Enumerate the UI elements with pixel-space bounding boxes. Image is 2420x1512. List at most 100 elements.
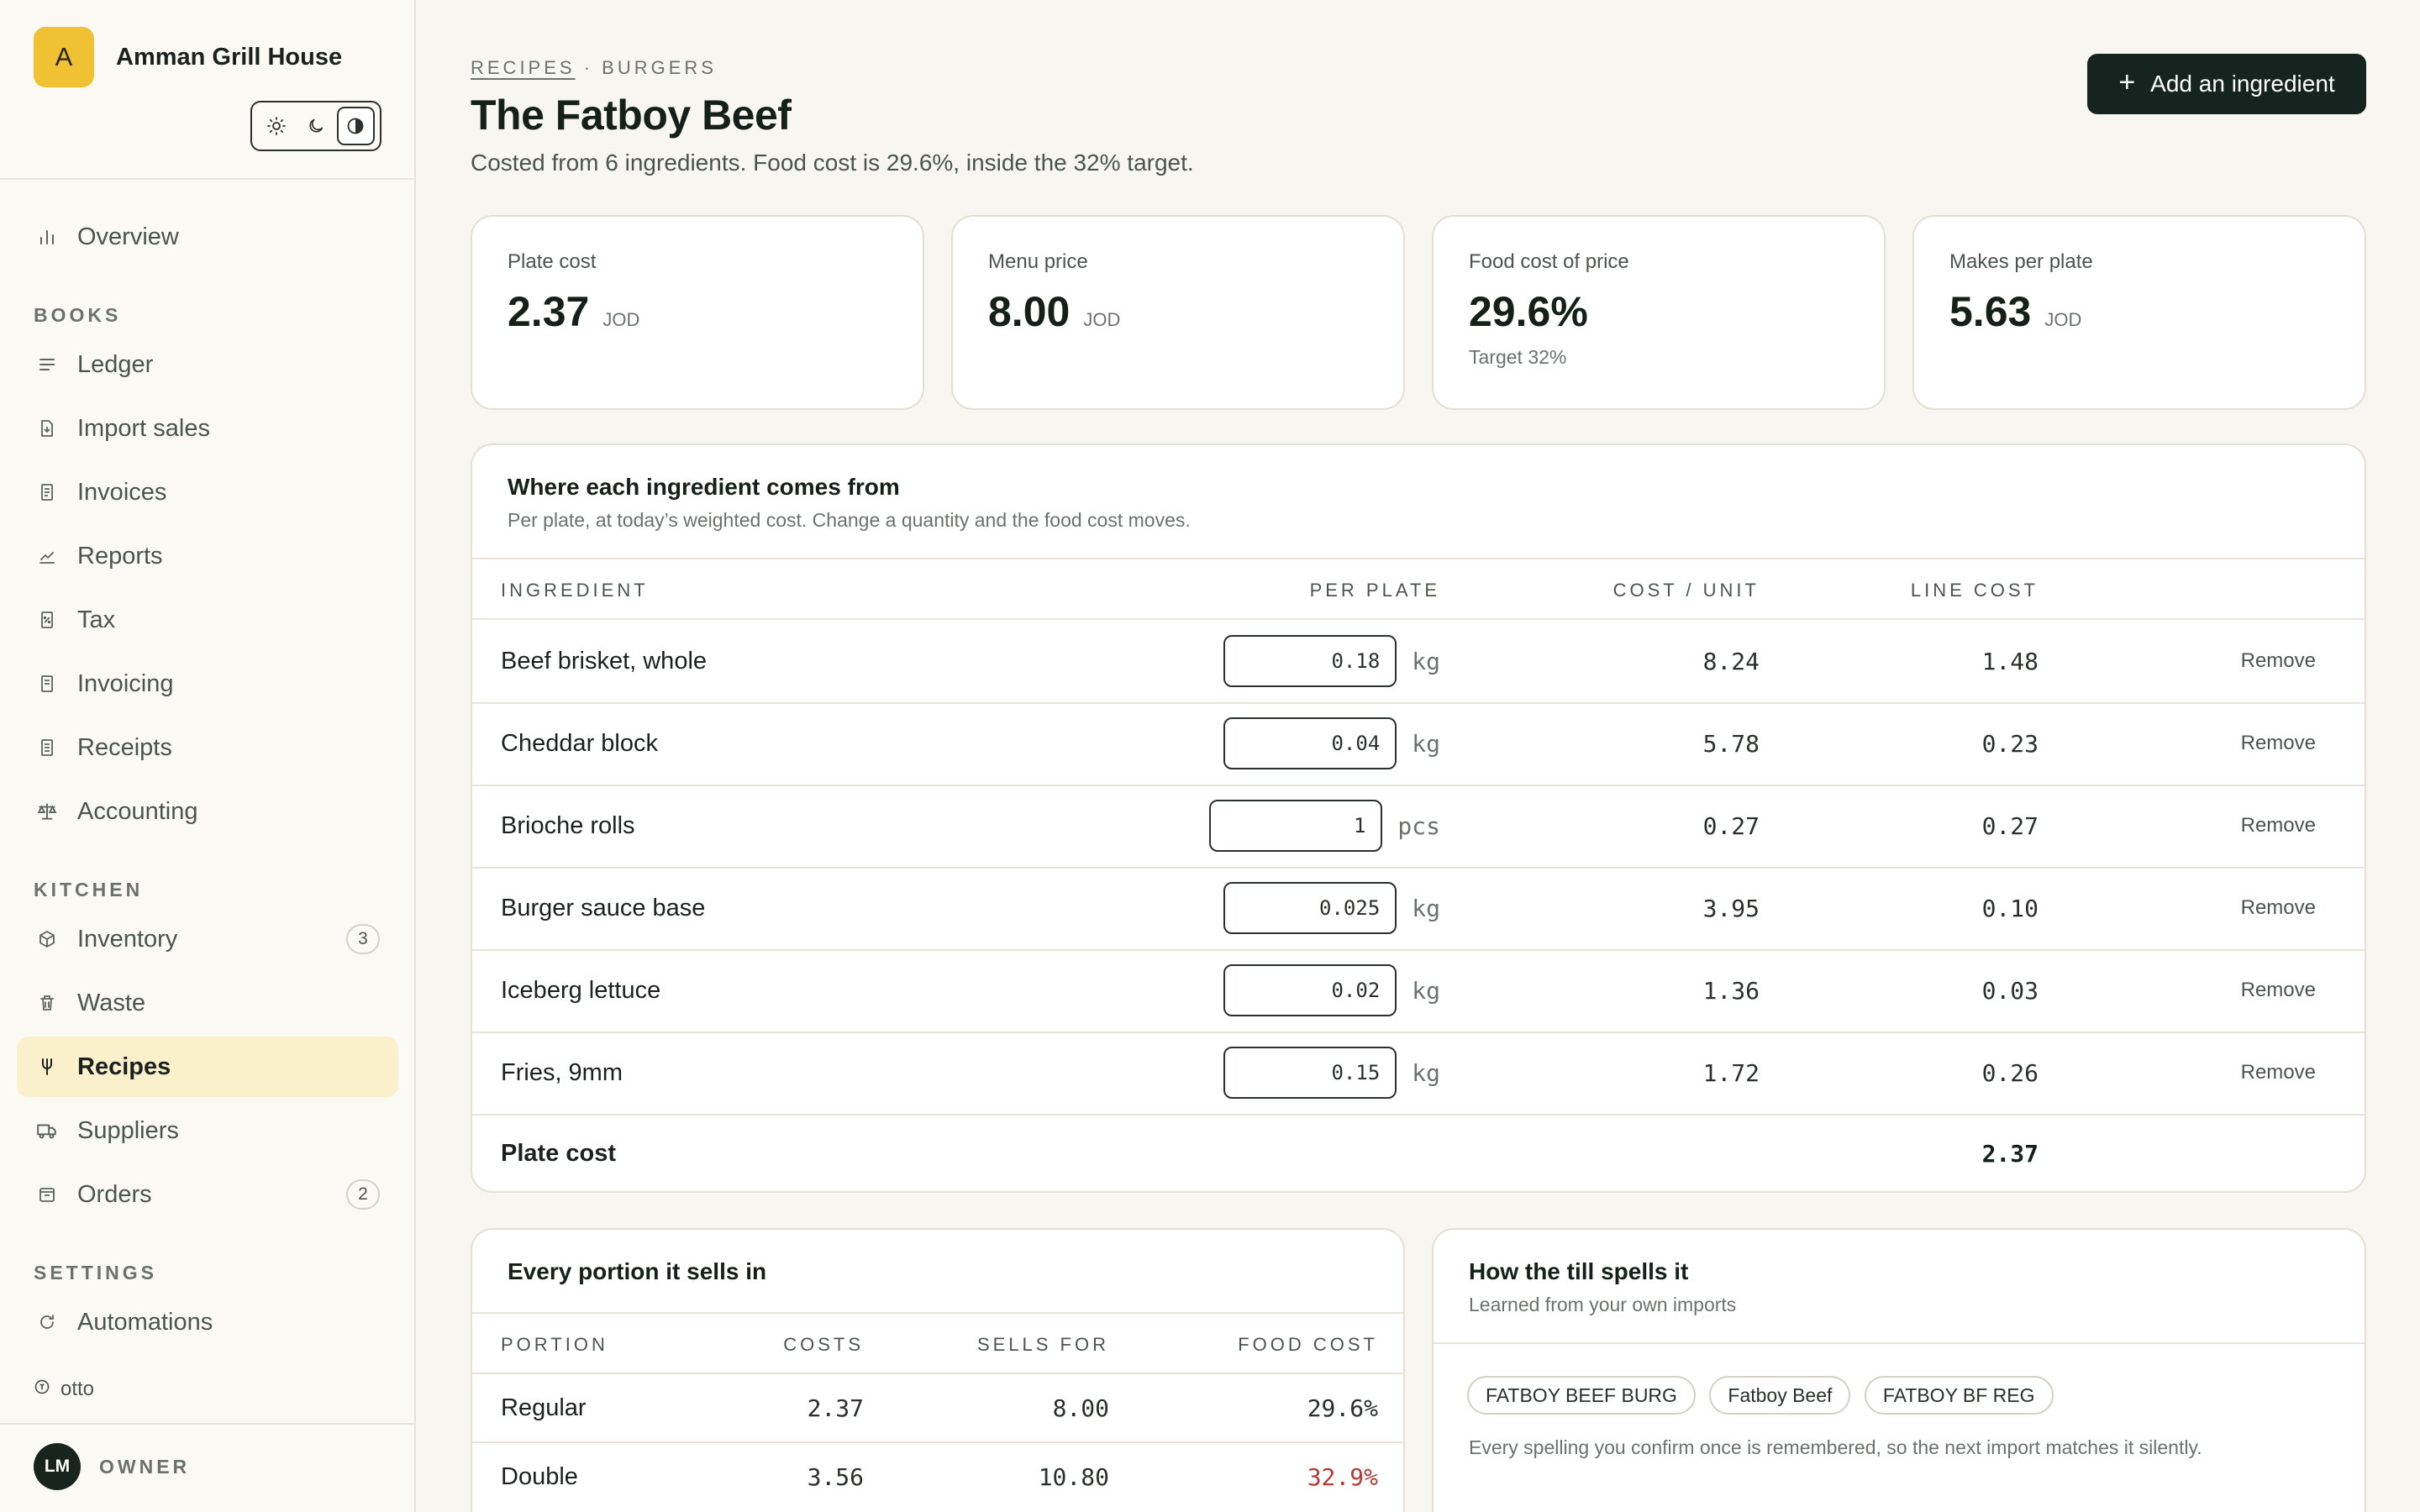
quantity-input[interactable] (1209, 800, 1383, 852)
sidebar-item-import-sales[interactable]: Import sales (17, 398, 398, 459)
brand[interactable]: A Amman Grill House (34, 27, 342, 87)
quantity-input[interactable] (1223, 635, 1397, 687)
sidebar-item-invoicing[interactable]: Invoicing (17, 654, 398, 714)
list-icon (35, 353, 59, 376)
panel-subtitle: Per plate, at today’s weighted cost. Cha… (508, 509, 1191, 531)
sidebar-item-suppliers[interactable]: Suppliers (17, 1100, 398, 1161)
sidebar-item-automations[interactable]: Automations (17, 1292, 398, 1352)
sidebar-item-receipts[interactable]: Receipts (17, 717, 398, 778)
remove-button[interactable]: Remove (2240, 979, 2316, 1001)
line-cost: 0.10 (1981, 894, 2039, 922)
moon-icon[interactable] (297, 107, 334, 145)
sidebar-item-accounting[interactable]: Accounting (17, 781, 398, 842)
avatar: LM (34, 1443, 81, 1490)
user-menu[interactable]: LM OWNER (34, 1443, 190, 1490)
sidebar-item-tax[interactable]: Tax (17, 590, 398, 650)
unit-label: kg (1412, 894, 1440, 922)
sidebar-item-label: Automations (77, 1308, 213, 1336)
table-row: Regular 2.37 8.00 29.6% (472, 1374, 1403, 1441)
brand-logo: A (34, 27, 94, 87)
sidebar-item-invoices[interactable]: Invoices (17, 462, 398, 522)
sidebar-item-label: Overview (77, 223, 179, 250)
portion-food-cost-over-target: 32.9% (1307, 1462, 1378, 1491)
line-cost: 0.03 (1981, 976, 2039, 1005)
divider (472, 618, 2365, 620)
stat-label: Menu price (988, 250, 1088, 273)
quantity-input[interactable] (1223, 1047, 1397, 1099)
remove-button[interactable]: Remove (2240, 814, 2316, 837)
stat-target: Target 32% (1469, 346, 1567, 368)
sidebar-item-waste[interactable]: Waste (17, 973, 398, 1033)
qty-cell: pcs (1209, 785, 1440, 867)
otto-link[interactable]: otto (34, 1378, 94, 1401)
remove-button[interactable]: Remove (2240, 1061, 2316, 1084)
section-label-settings: SETTINGS (34, 1262, 158, 1284)
quantity-input[interactable] (1223, 882, 1397, 934)
panel-title: Where each ingredient comes from (508, 474, 900, 500)
portion-name: Regular (501, 1394, 587, 1421)
column-header-food-cost: FOOD COST (1238, 1334, 1378, 1355)
qty-cell: kg (1223, 949, 1440, 1032)
contrast-icon[interactable] (336, 107, 375, 145)
sidebar-item-orders[interactable]: Orders 2 (17, 1164, 398, 1225)
till-spellings-panel: How the till spells it Learned from your… (1432, 1228, 2366, 1512)
qty-cell: kg (1223, 867, 1440, 949)
column-header-sells-for: SELLS FOR (976, 1334, 1109, 1355)
sidebar-item-label: Waste (77, 989, 146, 1016)
refresh-icon (35, 1310, 59, 1334)
sidebar-item-overview[interactable]: Overview (17, 207, 398, 267)
column-header-portion: PORTION (501, 1334, 608, 1355)
sidebar-item-reports[interactable]: Reports (17, 526, 398, 586)
page-subtitle: Costed from 6 ingredients. Food cost is … (471, 150, 1194, 176)
inbox-icon (35, 1183, 59, 1206)
sidebar-item-ledger[interactable]: Ledger (17, 334, 398, 395)
portion-name: Double (501, 1462, 578, 1490)
ingredient-name: Brioche rolls (501, 811, 635, 839)
stat-unit: JOD (1083, 309, 1121, 330)
till-spelling-chip[interactable]: FATBOY BEEF BURG (1467, 1376, 1696, 1415)
sidebar-item-inventory[interactable]: Inventory 3 (17, 909, 398, 969)
column-header-cost-unit: COST / UNIT (1612, 580, 1760, 601)
breadcrumb-link-recipes[interactable]: RECIPES (471, 57, 576, 78)
line-cost: 1.48 (1981, 647, 2039, 675)
user-role: OWNER (99, 1455, 191, 1478)
sun-icon[interactable] (257, 107, 295, 145)
qty-cell: kg (1223, 702, 1440, 785)
cost-per-unit: 0.27 (1702, 811, 1760, 840)
table-row: Brioche rolls pcs 0.27 0.27 Remove (472, 785, 2365, 867)
cost-per-unit: 8.24 (1702, 647, 1760, 675)
remove-button[interactable]: Remove (2240, 896, 2316, 919)
add-ingredient-label: Add an ingredient (2150, 71, 2335, 97)
page-title: The Fatboy Beef (471, 92, 792, 139)
line-cost: 0.23 (1981, 729, 2039, 758)
till-spelling-chip[interactable]: Fatboy Beef (1709, 1376, 1851, 1415)
remove-button[interactable]: Remove (2240, 732, 2316, 754)
sidebar-item-recipes[interactable]: Recipes (17, 1037, 398, 1097)
remove-button[interactable]: Remove (2240, 649, 2316, 672)
total-value: 2.37 (1981, 1139, 2039, 1168)
total-row: Plate cost 2.37 (472, 1114, 2365, 1191)
quantity-input[interactable] (1223, 717, 1397, 769)
qty-cell: kg (1223, 1032, 1440, 1114)
stat-label: Plate cost (508, 250, 597, 273)
qty-cell: kg (1223, 620, 1440, 702)
stat-label: Makes per plate (1949, 250, 2093, 273)
sidebar-item-label: Receipts (77, 733, 172, 761)
trend-icon (35, 544, 59, 568)
column-header-costs: COSTS (783, 1334, 864, 1355)
add-ingredient-button[interactable]: + Add an ingredient (2087, 54, 2366, 114)
panel-title: Every portion it sells in (508, 1258, 767, 1284)
till-spelling-chip[interactable]: FATBOY BF REG (1864, 1376, 2054, 1415)
unit-label: kg (1412, 1058, 1440, 1087)
column-header-line-cost: LINE COST (1910, 580, 2039, 601)
stat-value: 8.00 (988, 288, 1071, 335)
table-row: Iceberg lettuce kg 1.36 0.03 Remove (472, 949, 2365, 1032)
ingredient-name: Beef brisket, whole (501, 647, 708, 675)
sidebar-divider (0, 178, 416, 180)
sidebar-item-label: Invoices (77, 478, 167, 506)
quantity-input[interactable] (1223, 964, 1397, 1016)
portion-sells-for: 8.00 (1052, 1394, 1109, 1422)
count-badge: 3 (346, 924, 380, 954)
sidebar-item-label: Tax (77, 606, 116, 633)
stat-card-menu-price: Menu price 8.00 JOD (951, 215, 1405, 410)
